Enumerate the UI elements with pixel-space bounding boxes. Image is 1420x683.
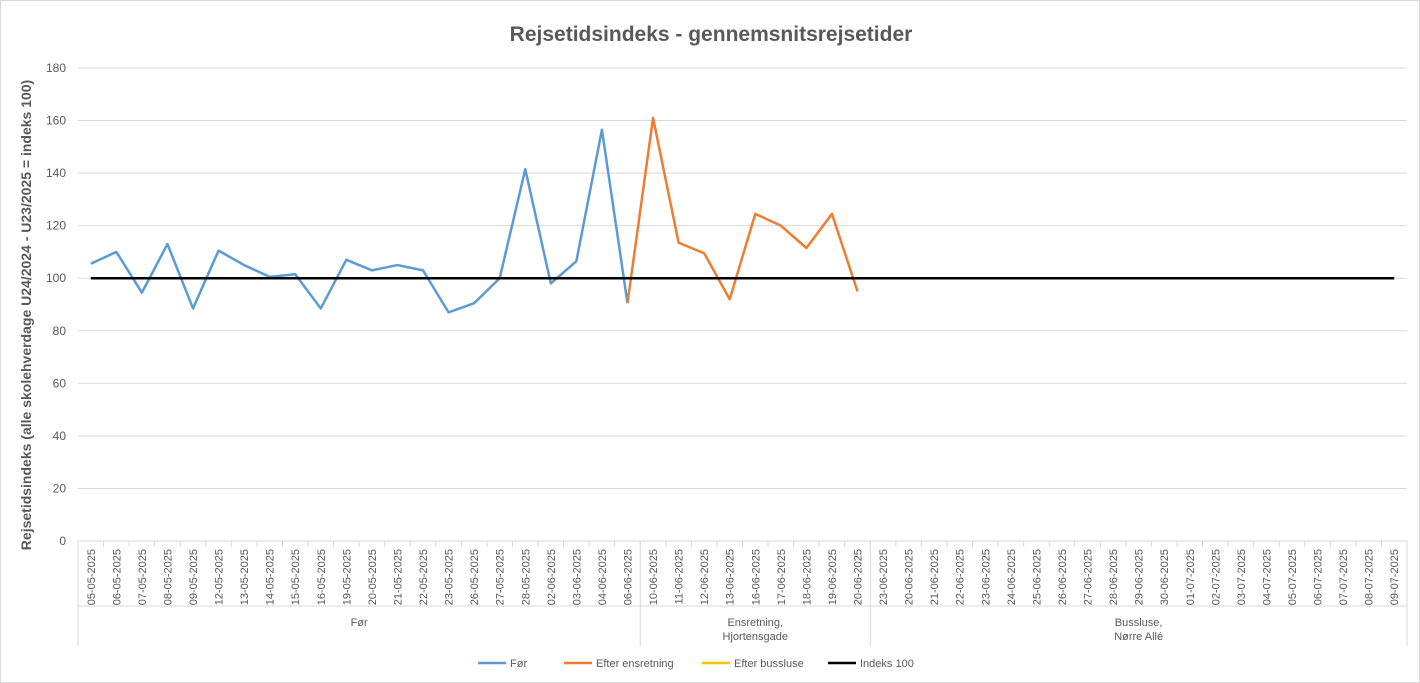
x-tick-label: 17-06-2025 <box>776 549 788 605</box>
legend-label: Efter bussluse <box>734 658 804 670</box>
legend-label: Efter ensretning <box>596 658 674 670</box>
group-label: Bussluse, Nørre Allé <box>1114 617 1163 643</box>
x-tick-label: 21-06-2025 <box>929 549 941 605</box>
chart-title: Rejsetidsindeks - gennemsnitsrejsetider <box>510 23 913 46</box>
y-tick-label: 60 <box>53 376 67 390</box>
x-tick-label: 01-07-2025 <box>1185 549 1197 605</box>
x-tick-label: 05-05-2025 <box>86 549 98 605</box>
x-tick-label: 20-06-2025 <box>904 549 916 605</box>
legend: Før Efter ensretning Efter bussluse Indeks … <box>478 658 914 670</box>
series-lines <box>90 116 1395 314</box>
x-tick-label: 03-06-2025 <box>571 549 583 605</box>
y-tick-label: 0 <box>59 534 66 548</box>
y-tick-label: 160 <box>46 114 66 128</box>
y-tick-label: 40 <box>53 429 67 443</box>
x-tick-label: 04-06-2025 <box>597 549 609 605</box>
x-tick-label: 29-06-2025 <box>1134 549 1146 605</box>
x-tick-label: 16-05-2025 <box>316 549 328 605</box>
x-tick-label: 10-06-2025 <box>648 549 660 605</box>
x-tick-label: 09-07-2025 <box>1389 549 1401 605</box>
x-tick-label: 23-05-2025 <box>444 549 456 605</box>
x-tick-label: 26-06-2025 <box>1057 549 1069 605</box>
x-tick-label: 21-05-2025 <box>392 549 404 605</box>
x-tick-label: 20-05-2025 <box>367 549 379 605</box>
x-tick-label: 28-06-2025 <box>1108 549 1120 605</box>
x-tick-label: 19-06-2025 <box>827 549 839 605</box>
legend-label: Indeks 100 <box>860 658 914 670</box>
x-tick-label: 06-05-2025 <box>111 549 123 605</box>
x-tick-label: 28-05-2025 <box>520 549 532 605</box>
x-tick-label: 13-06-2025 <box>725 549 737 605</box>
y-tick-label: 20 <box>53 481 67 495</box>
legend-label: Før <box>510 658 527 670</box>
group-label-line: Ensretning, <box>727 617 783 629</box>
x-tick-label: 08-07-2025 <box>1364 549 1376 605</box>
x-tick-label: 15-05-2025 <box>290 549 302 605</box>
y-tick-label: 140 <box>46 166 66 180</box>
x-axis: 05-05-2025 06-05-2025 07-05-2025 08-05-2025… <box>77 540 1408 646</box>
x-tick-label: 12-05-2025 <box>214 549 226 605</box>
group-label: Ensretning, Hjortensgade <box>723 617 788 643</box>
y-tick-label: 80 <box>53 324 67 338</box>
x-tick-label: 06-07-2025 <box>1313 549 1325 605</box>
y-axis-ticks: 0 20 40 60 80 100 120 140 160 180 <box>46 61 66 548</box>
series-line-0 <box>90 128 629 314</box>
x-tick-label: 11-06-2025 <box>674 549 686 604</box>
group-label-line: Hjortensgade <box>723 631 788 643</box>
y-tick-label: 180 <box>46 61 66 75</box>
x-tick-label: 02-07-2025 <box>1210 549 1222 605</box>
x-tick-label: 23-06-2025 <box>878 549 890 605</box>
x-tick-label: 27-05-2025 <box>495 549 507 605</box>
x-tick-label: 19-05-2025 <box>341 549 353 605</box>
x-tick-label: 08-05-2025 <box>162 549 174 605</box>
x-tick-label: 30-06-2025 <box>1159 549 1171 605</box>
x-tick-label: 23-06-2025 <box>980 549 992 605</box>
x-tick-label: 03-07-2025 <box>1236 549 1248 605</box>
x-tick-label: 12-06-2025 <box>699 549 711 605</box>
y-tick-label: 100 <box>46 271 66 285</box>
x-tick-label: 04-07-2025 <box>1261 549 1273 605</box>
x-tick-label: 18-06-2025 <box>801 549 813 605</box>
x-tick-label: 07-05-2025 <box>137 549 149 605</box>
group-label-line: Bussluse, <box>1115 617 1163 629</box>
y-axis-label: Rejsetidsindeks (alle skolehverdage U24/… <box>18 80 34 550</box>
x-tick-label: 22-06-2025 <box>955 549 967 605</box>
x-tick-label: 07-07-2025 <box>1338 549 1350 605</box>
x-tick-label: 13-05-2025 <box>239 549 251 605</box>
x-tick-label: 09-05-2025 <box>188 549 200 605</box>
x-tick-label: 14-05-2025 <box>265 549 277 605</box>
x-tick-label: 02-06-2025 <box>546 549 558 605</box>
x-tick-label: 06-06-2025 <box>622 549 634 605</box>
group-label: Før <box>351 617 368 629</box>
x-tick-label: 25-06-2025 <box>1031 549 1043 605</box>
x-tick-label: 20-06-2025 <box>853 549 865 605</box>
series-line-1 <box>626 116 859 304</box>
x-tick-label: 27-06-2025 <box>1083 549 1095 605</box>
group-label-line: Nørre Allé <box>1114 631 1163 643</box>
y-tick-label: 120 <box>46 219 66 233</box>
x-tick-label: 22-05-2025 <box>418 549 430 605</box>
x-tick-label: 26-05-2025 <box>469 549 481 605</box>
x-tick-label: 05-07-2025 <box>1287 549 1299 605</box>
x-tick-label: 16-06-2025 <box>750 549 762 605</box>
group-label-line: Før <box>351 617 368 629</box>
x-tick-label: 24-06-2025 <box>1006 549 1018 605</box>
